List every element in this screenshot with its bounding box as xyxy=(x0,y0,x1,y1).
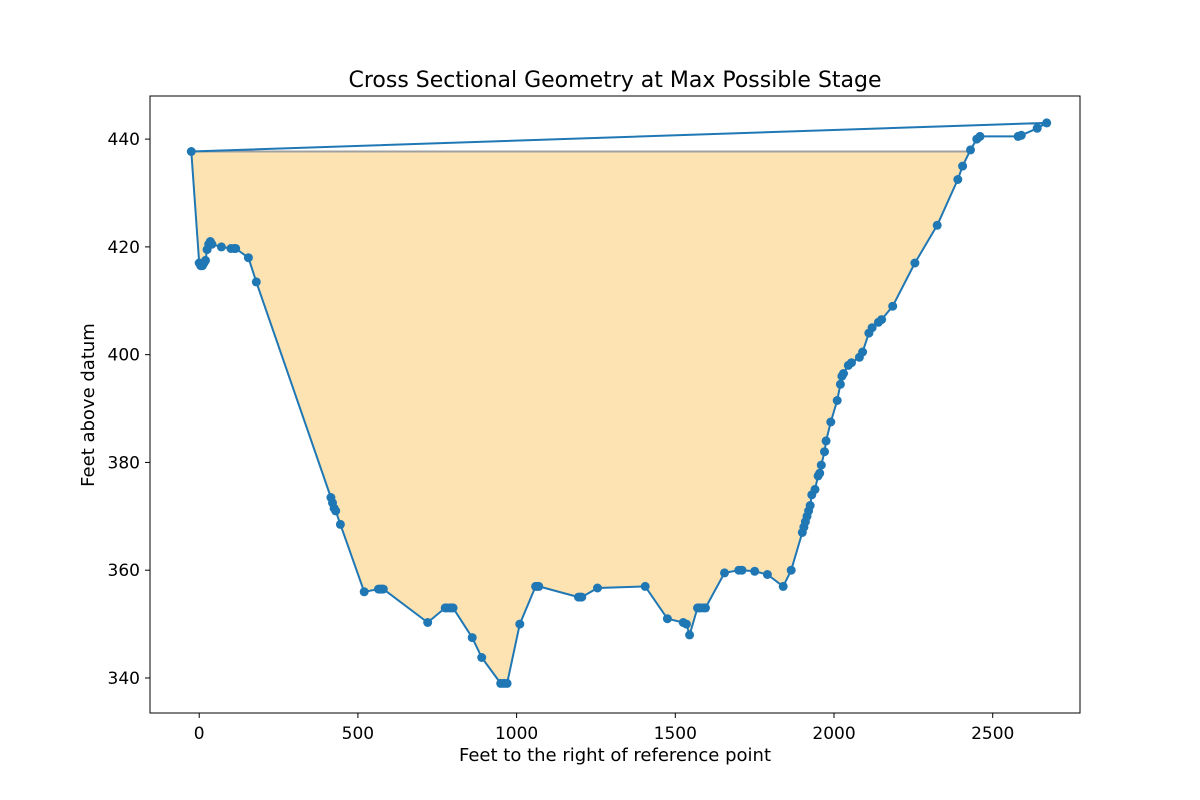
data-point xyxy=(640,581,650,591)
data-point xyxy=(820,447,829,457)
data-point xyxy=(534,581,544,591)
data-point xyxy=(231,244,241,253)
data-point xyxy=(815,468,825,478)
data-point xyxy=(502,678,512,688)
y-tick-label: 420 xyxy=(108,238,140,258)
data-point xyxy=(1016,130,1026,140)
data-point xyxy=(243,253,253,263)
data-point xyxy=(786,565,796,575)
x-tick-label: 2500 xyxy=(971,724,1014,744)
data-point xyxy=(515,619,525,629)
data-point xyxy=(359,587,369,597)
y-tick-label: 360 xyxy=(108,561,140,581)
water-fill-area xyxy=(191,151,1047,684)
data-point xyxy=(778,581,788,591)
data-point xyxy=(737,565,747,575)
data-point xyxy=(888,301,898,311)
data-point xyxy=(826,417,836,427)
data-point xyxy=(720,568,729,578)
data-point xyxy=(423,618,433,627)
data-point xyxy=(966,145,975,155)
data-point xyxy=(378,584,388,594)
chart-title: Cross Sectional Geometry at Max Possible… xyxy=(348,68,881,93)
data-point xyxy=(1042,118,1052,128)
data-point xyxy=(750,566,760,576)
data-point xyxy=(577,592,587,602)
data-point xyxy=(953,175,963,184)
x-tick-label: 500 xyxy=(342,724,374,744)
data-point xyxy=(467,633,477,643)
axis-ticks: 0 500 1000 1500 2000 2500 340 360 380 400 420 440 xyxy=(108,130,1015,744)
data-point xyxy=(762,570,772,579)
data-point xyxy=(847,358,856,368)
data-point xyxy=(1032,123,1042,133)
data-point xyxy=(335,519,345,529)
data-point xyxy=(839,369,848,378)
data-point xyxy=(816,460,826,470)
data-point xyxy=(448,603,458,613)
y-axis-label: Feet above datum xyxy=(78,323,99,487)
y-tick-label: 340 xyxy=(108,669,140,689)
data-point xyxy=(251,277,261,287)
data-point xyxy=(477,653,487,662)
x-axis-label: Feet to the right of reference point xyxy=(459,745,771,766)
data-point xyxy=(958,161,968,171)
data-point xyxy=(821,436,831,446)
data-point xyxy=(685,630,695,640)
data-point xyxy=(701,603,710,613)
x-tick-label: 1000 xyxy=(495,724,538,744)
y-tick-label: 380 xyxy=(108,453,140,473)
data-point xyxy=(805,501,815,510)
data-point xyxy=(867,323,877,333)
y-tick-label: 440 xyxy=(108,130,140,150)
x-tick-label: 1500 xyxy=(654,724,697,744)
data-point xyxy=(835,379,845,389)
x-tick-label: 2000 xyxy=(812,724,855,744)
data-point xyxy=(207,239,217,249)
data-point xyxy=(810,484,820,494)
x-tick-label: 0 xyxy=(194,724,205,744)
data-point xyxy=(201,255,210,265)
data-point xyxy=(681,619,691,629)
data-point xyxy=(832,396,842,405)
data-point xyxy=(216,242,226,252)
data-point xyxy=(975,131,985,141)
data-point xyxy=(910,258,920,268)
data-point xyxy=(331,506,341,516)
data-point xyxy=(858,347,868,357)
data-point xyxy=(593,583,602,593)
data-point xyxy=(877,315,887,325)
plot-area xyxy=(186,118,1052,688)
axes-frame xyxy=(149,95,1081,714)
data-point xyxy=(932,220,942,230)
data-point xyxy=(186,147,196,156)
y-tick-label: 400 xyxy=(108,346,140,366)
data-point xyxy=(662,614,672,624)
